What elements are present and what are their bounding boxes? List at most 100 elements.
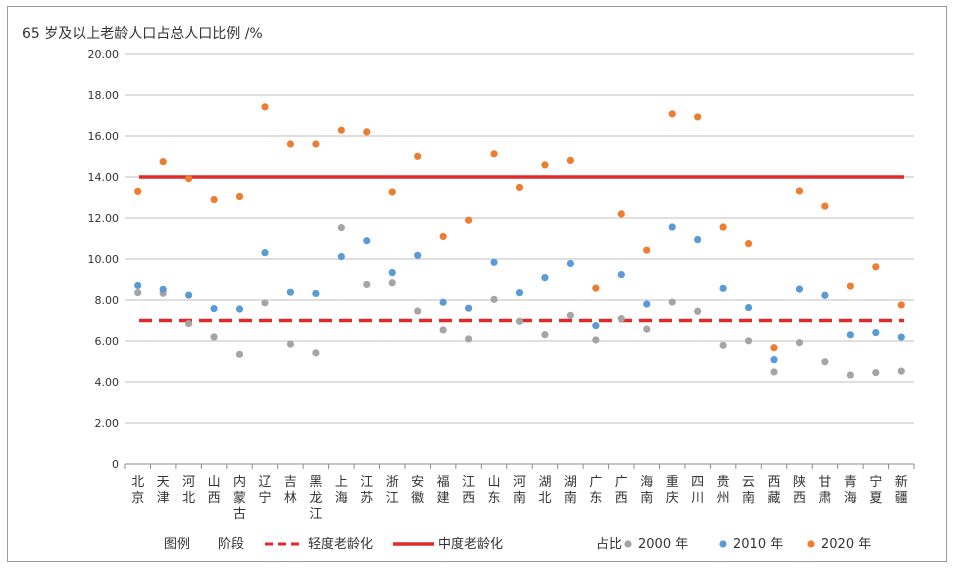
x-tick-label: 四川 (691, 475, 704, 506)
x-tick-label: 黑龙江 (309, 475, 322, 522)
point-2020 (134, 187, 142, 195)
point-2020 (337, 126, 345, 134)
x-tick-label: 新疆 (895, 474, 908, 506)
x-tick-label: 北京 (131, 475, 144, 506)
point-2000 (566, 311, 575, 319)
y-tick-label: 8.00 (95, 294, 120, 307)
x-tick-label: 江西 (462, 475, 475, 506)
x-tick-label: 上海 (335, 475, 348, 506)
legend-marker-0 (624, 540, 632, 548)
point-2010 (515, 289, 524, 297)
x-tick-label: 湖南 (564, 475, 577, 506)
point-2010 (643, 300, 651, 308)
point-2010 (490, 258, 498, 266)
point-2020 (286, 140, 295, 148)
y-tick-label: 18.00 (88, 89, 120, 102)
point-2020 (592, 284, 600, 292)
point-2020 (643, 246, 651, 254)
chart-frame (7, 6, 947, 562)
point-2000 (261, 299, 269, 307)
point-2000 (821, 358, 829, 366)
x-tick-label: 浙江 (386, 475, 399, 506)
point-2020 (439, 232, 447, 241)
point-2010 (286, 288, 295, 296)
legend-label-1: 2010 年 (733, 537, 783, 552)
point-2010 (592, 322, 600, 330)
point-2010 (210, 305, 218, 313)
point-2020 (185, 175, 193, 183)
point-2000 (872, 368, 880, 377)
point-2020 (897, 301, 905, 309)
point-2010 (719, 284, 727, 292)
point-2020 (617, 210, 625, 218)
point-2010 (261, 249, 269, 257)
point-2000 (617, 315, 625, 323)
y-tick-label: 2.00 (95, 417, 120, 430)
point-2000 (515, 317, 524, 325)
legend-marker-2 (807, 540, 815, 548)
point-2010 (872, 328, 880, 337)
point-2010 (134, 281, 142, 290)
point-2010 (439, 298, 447, 306)
point-2010 (414, 251, 422, 259)
point-2000 (134, 289, 142, 297)
point-2020 (872, 263, 880, 271)
legend-label-mild: 轻度老龄化 (308, 536, 373, 552)
point-2010 (846, 331, 854, 339)
x-tick-label: 宁夏 (869, 474, 882, 506)
y-tick-label: 10.00 (88, 253, 120, 266)
x-tick-label: 山东 (488, 475, 501, 506)
point-2020 (388, 188, 396, 196)
y-tick-label: 4.00 (95, 376, 120, 389)
x-tick-label: 河北 (182, 475, 195, 506)
x-tick-label: 青海 (844, 475, 857, 506)
y-tick-label: 14.00 (88, 171, 120, 184)
point-2020 (261, 103, 269, 111)
point-2000 (286, 340, 295, 348)
point-2000 (694, 307, 702, 315)
point-2010 (363, 237, 371, 245)
point-2020 (566, 156, 575, 164)
x-tick-label: 甘肃 (818, 475, 831, 506)
point-2010 (185, 291, 193, 299)
y-tick-label: 6.00 (95, 335, 120, 348)
point-2000 (414, 307, 422, 315)
point-2000 (744, 337, 753, 345)
point-2020 (312, 140, 320, 148)
x-tick-label: 广东 (589, 475, 602, 506)
point-2020 (541, 161, 549, 169)
point-2010 (464, 304, 473, 312)
point-2000 (668, 298, 676, 306)
point-2020 (490, 150, 498, 158)
point-2010 (821, 291, 829, 299)
point-2000 (235, 350, 244, 358)
x-tick-label: 贵州 (717, 475, 730, 506)
point-2010 (337, 252, 345, 261)
point-2010 (235, 305, 244, 313)
x-tick-label: 海南 (640, 475, 653, 506)
point-2010 (795, 285, 804, 293)
point-2020 (719, 223, 727, 231)
point-2000 (312, 349, 320, 357)
legend-label-moderate: 中度老龄化 (438, 536, 503, 552)
point-2020 (159, 158, 167, 166)
x-tick-label: 安徽 (411, 475, 424, 506)
point-2000 (210, 333, 218, 341)
x-tick-label: 辽宁 (258, 475, 271, 506)
point-2020 (515, 183, 524, 192)
point-2020 (363, 128, 371, 136)
point-2020 (795, 187, 804, 195)
y-tick-label: 12.00 (88, 212, 120, 225)
x-tick-label: 天津 (157, 475, 170, 506)
y-tick-label: 20.00 (88, 48, 120, 61)
point-2000 (897, 367, 905, 375)
legend-title: 图例 (164, 537, 190, 552)
legend-label-0: 2000 年 (638, 537, 688, 552)
x-tick-label: 重庆 (666, 474, 679, 506)
point-2000 (643, 325, 651, 333)
point-2010 (541, 274, 549, 282)
x-tick-label: 广西 (615, 475, 628, 506)
point-2010 (744, 303, 753, 312)
point-2020 (464, 216, 473, 224)
